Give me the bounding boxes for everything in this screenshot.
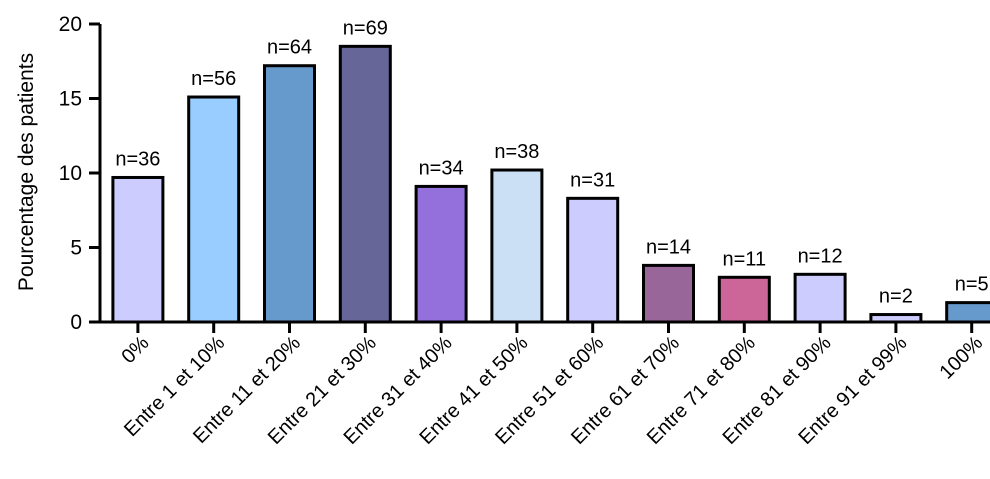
bar <box>566 196 620 324</box>
bar <box>414 184 468 324</box>
bar <box>642 263 695 324</box>
bar <box>263 64 316 324</box>
bar <box>945 301 990 324</box>
y-tick-label: 15 <box>59 88 82 111</box>
bar-data-label: n=14 <box>646 236 691 258</box>
bar <box>111 175 165 324</box>
bar <box>793 272 847 324</box>
bar-data-label: n=34 <box>419 157 464 179</box>
x-tick-label: 0% <box>117 332 153 368</box>
y-axis-label: Pourcentage des patients <box>15 53 38 291</box>
bar <box>187 95 241 324</box>
y-tick-label: 10 <box>59 162 82 185</box>
bar-data-label: n=12 <box>798 245 843 267</box>
bar-data-label: n=31 <box>570 169 615 191</box>
bar-data-label: n=5 <box>955 274 989 296</box>
bar <box>490 168 544 324</box>
bar <box>869 313 923 324</box>
bar-data-label: n=38 <box>494 141 539 163</box>
x-tick-label: 100% <box>936 332 988 384</box>
bar-data-label: n=36 <box>115 148 160 170</box>
bar-data-label: n=56 <box>191 68 236 90</box>
bar-data-label: n=2 <box>879 286 913 308</box>
bar-data-label: n=64 <box>267 37 312 59</box>
y-tick-label: 5 <box>70 237 82 260</box>
bar <box>338 44 392 324</box>
bar-data-label: n=11 <box>723 248 767 270</box>
bar-data-label: n=69 <box>343 17 388 39</box>
y-tick-label: 20 <box>59 13 82 36</box>
y-tick-label: 0 <box>70 311 82 334</box>
bar <box>717 275 771 324</box>
